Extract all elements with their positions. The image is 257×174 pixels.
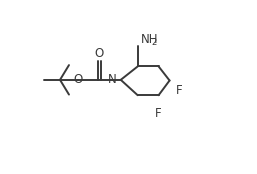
Text: 2: 2 — [152, 38, 157, 47]
Text: F: F — [155, 107, 162, 120]
Text: N: N — [108, 73, 116, 86]
Text: O: O — [95, 47, 104, 60]
Text: O: O — [73, 73, 82, 86]
Text: F: F — [176, 84, 182, 97]
Text: NH: NH — [141, 33, 159, 46]
